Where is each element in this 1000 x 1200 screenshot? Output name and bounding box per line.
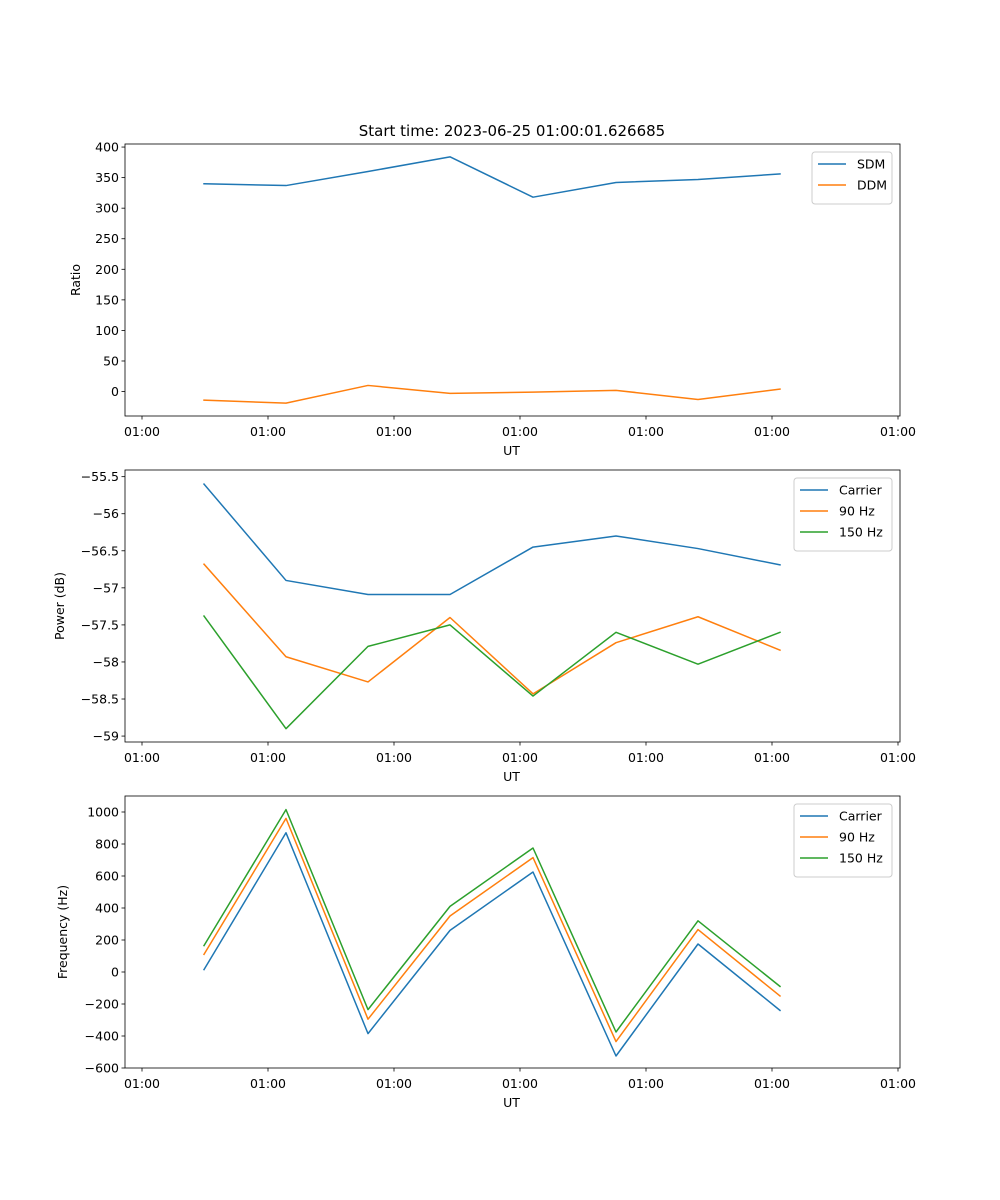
series-line-90-hz xyxy=(202,563,781,695)
x-axis-label: UT xyxy=(503,1095,520,1110)
chart-panel-2: −59 −58.5 −58 −57.5 −57 −56.5 −56 −55.5 01:00 01:… xyxy=(52,469,916,784)
legend: SDM DDM xyxy=(811,151,893,205)
x-tick-label: 01:00 xyxy=(502,750,538,765)
series-line-150-hz xyxy=(202,808,782,1033)
figure-title: Start time: 2023-06-25 01:00:01.626685 xyxy=(359,122,665,140)
legend: Carrier 90 Hz 150 Hz xyxy=(793,477,893,552)
x-tick-label: 01:00 xyxy=(880,750,916,765)
y-tick-label: −56.5 xyxy=(81,543,119,558)
legend-label: Carrier xyxy=(839,483,883,498)
axes-frame xyxy=(124,469,901,743)
x-tick-label: 01:00 xyxy=(250,750,286,765)
y-tick-label: −400 xyxy=(85,1029,119,1044)
legend-label: DDM xyxy=(857,178,887,193)
x-axis-label: UT xyxy=(503,769,520,784)
chart-panel-3: −600 −400 −200 0 200 400 600 800 1000 01:00 01:00 0… xyxy=(55,795,916,1110)
y-tick-label: −57 xyxy=(93,580,119,595)
series-line-90-hz xyxy=(202,817,782,1043)
y-axis-label: Power (dB) xyxy=(52,572,67,640)
y-tick-label: −57.5 xyxy=(81,617,119,632)
y-tick-label: 300 xyxy=(95,201,119,216)
x-tick-label: 01:00 xyxy=(628,750,664,765)
chart-panel-1: 0 50 100 150 200 250 300 350 400 01:00 01:00 01:00 0… xyxy=(68,140,916,458)
y-tick-label: −58.5 xyxy=(81,692,119,707)
x-tick-label: 01:00 xyxy=(628,424,664,439)
legend-label: Carrier xyxy=(839,809,883,824)
y-axis-label: Ratio xyxy=(68,264,83,296)
y-tick-label: 0 xyxy=(111,384,119,399)
x-tick-label: 01:00 xyxy=(124,1076,160,1091)
y-tick-label: −59 xyxy=(93,729,119,744)
series-line-carrier xyxy=(202,483,781,596)
axes-frame xyxy=(124,795,901,1069)
legend-label: SDM xyxy=(857,157,885,172)
legend-label: 90 Hz xyxy=(839,504,875,519)
y-tick-label: 150 xyxy=(95,292,119,307)
x-tick-label: 01:00 xyxy=(754,424,790,439)
y-tick-label: 50 xyxy=(103,353,119,368)
x-tick-label: 01:00 xyxy=(880,424,916,439)
legend-box xyxy=(811,151,893,205)
x-tick-label: 01:00 xyxy=(502,1076,538,1091)
x-tick-label: 01:00 xyxy=(754,750,790,765)
legend-label: 90 Hz xyxy=(839,830,875,845)
y-tick-label: 200 xyxy=(95,933,119,948)
x-tick-label: 01:00 xyxy=(754,1076,790,1091)
series-line-sdm xyxy=(203,156,781,198)
x-tick-label: 01:00 xyxy=(124,750,160,765)
y-axis-label: Frequency (Hz) xyxy=(55,885,70,979)
x-tick-label: 01:00 xyxy=(376,750,412,765)
x-tick-label: 01:00 xyxy=(376,1076,412,1091)
legend: Carrier 90 Hz 150 Hz xyxy=(793,803,893,878)
y-tick-label: 100 xyxy=(95,323,119,338)
series-line-ddm xyxy=(203,384,781,404)
series-line-150-hz xyxy=(202,614,781,730)
y-tick-label: 800 xyxy=(95,837,119,852)
legend-label: 150 Hz xyxy=(839,525,883,540)
x-tick-label: 01:00 xyxy=(502,424,538,439)
y-tick-label: 400 xyxy=(95,140,119,155)
x-tick-label: 01:00 xyxy=(376,424,412,439)
x-tick-label: 01:00 xyxy=(250,1076,286,1091)
panels: 0 50 100 150 200 250 300 350 400 01:00 01:00 01:00 0… xyxy=(52,140,916,1110)
y-tick-label: 1000 xyxy=(87,805,119,820)
legend-label: 150 Hz xyxy=(839,851,883,866)
x-tick-label: 01:00 xyxy=(124,424,160,439)
x-tick-label: 01:00 xyxy=(628,1076,664,1091)
y-tick-label: 0 xyxy=(111,965,119,980)
y-tick-label: 200 xyxy=(95,262,119,277)
y-tick-label: −55.5 xyxy=(81,469,119,484)
x-tick-label: 01:00 xyxy=(250,424,286,439)
series-line-carrier xyxy=(202,832,782,1057)
y-tick-label: 350 xyxy=(95,170,119,185)
x-tick-label: 01:00 xyxy=(880,1076,916,1091)
y-tick-label: −200 xyxy=(85,997,119,1012)
y-tick-label: −600 xyxy=(85,1061,119,1076)
x-axis-label: UT xyxy=(503,443,520,458)
y-tick-label: −58 xyxy=(93,654,119,669)
y-tick-label: 400 xyxy=(95,901,119,916)
y-tick-label: 600 xyxy=(95,869,119,884)
y-tick-label: −56 xyxy=(93,506,119,521)
y-tick-label: 250 xyxy=(95,231,119,246)
axes-frame xyxy=(124,143,901,417)
